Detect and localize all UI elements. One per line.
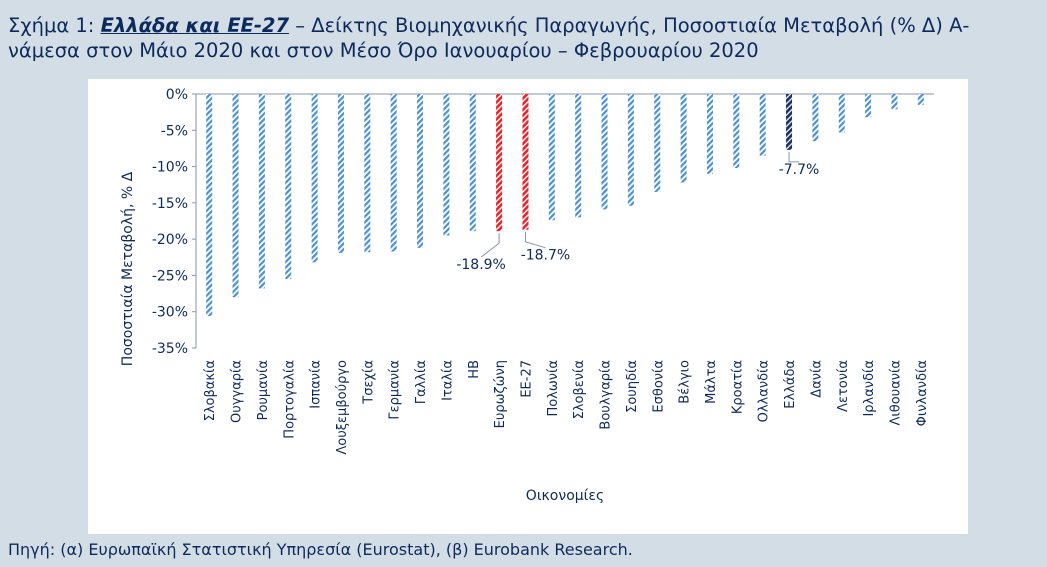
x-tick-label: Σουηδία xyxy=(625,360,640,413)
bar xyxy=(627,94,634,206)
y-tick-label: -5% xyxy=(161,123,188,139)
bar xyxy=(654,94,661,192)
bar xyxy=(917,94,924,105)
annotation-leader xyxy=(788,151,800,163)
bar xyxy=(522,94,529,230)
chart-panel: 0% -5% -10% -15% -20% -25% -30% -35% Σλοβακία Ου… xyxy=(88,79,968,534)
bar xyxy=(733,94,740,169)
x-tick-label: Γερμανία xyxy=(388,360,403,420)
x-tick-label: Λετονία xyxy=(836,360,851,412)
x-tick-label: Ελλάδα xyxy=(783,360,798,409)
x-tick-label: Λουξεμβούργο xyxy=(335,360,350,455)
x-tick-label: Ιταλία xyxy=(440,360,455,401)
bar-chart: 0% -5% -10% -15% -20% -25% -30% -35% Σλοβακία Ου… xyxy=(120,87,934,504)
annotation-leader xyxy=(480,233,500,258)
x-tick-label: Πολωνία xyxy=(546,360,561,417)
bar xyxy=(417,94,424,248)
y-tick-label: 0% xyxy=(166,87,188,103)
bar xyxy=(469,94,476,232)
bar xyxy=(680,94,687,183)
bar xyxy=(258,94,265,289)
x-axis-label: Οικονομίες xyxy=(526,488,604,504)
bar xyxy=(812,94,819,142)
x-tick-label: Δανία xyxy=(809,360,824,398)
bar xyxy=(891,94,898,110)
bar xyxy=(865,94,872,118)
x-tick-label: Ρουμανία xyxy=(256,360,271,420)
bar xyxy=(706,94,713,174)
x-tick-label: ΕΕ-27 xyxy=(519,360,534,398)
x-tick-label: Κροατία xyxy=(730,360,745,414)
x-tick-label: Ολλανδία xyxy=(757,360,772,422)
bar xyxy=(575,94,582,218)
title-prefix: Σχήμα 1: xyxy=(8,14,101,37)
x-tick-label: Γαλλία xyxy=(414,360,429,404)
x-tick-label: Φινλανδία xyxy=(915,360,930,426)
y-tick-label: -20% xyxy=(152,232,188,248)
bar xyxy=(496,94,503,232)
chart-title: Σχήμα 1: Ελλάδα και ΕΕ-27 – Δείκτης Βιομ… xyxy=(8,13,1038,63)
bar xyxy=(601,94,608,210)
bar xyxy=(232,94,239,298)
x-tick-label: Τσεχία xyxy=(361,360,376,405)
annotation-leader xyxy=(524,231,546,249)
bar xyxy=(311,94,318,263)
title-rest: – Δείκτης Βιομηχανικής Παραγωγής, Ποσοστ… xyxy=(8,14,970,62)
bar xyxy=(364,94,371,253)
title-highlight: Ελλάδα και ΕΕ-27 xyxy=(100,14,290,37)
x-tick-label: Βέλγιο xyxy=(678,360,693,404)
x-tick-label: ΗΒ xyxy=(467,360,482,379)
x-tick-label: Σλοβακία xyxy=(203,360,218,421)
x-tick-label: Μάλτα xyxy=(704,360,719,404)
y-tick-label: -10% xyxy=(152,160,188,176)
x-tick-label: Ισπανία xyxy=(309,360,324,409)
x-tick-label: Ευρωζώνη xyxy=(493,360,508,428)
y-tick-label: -25% xyxy=(152,268,188,284)
bar xyxy=(759,94,766,156)
bar xyxy=(548,94,555,221)
data-label: -18.7% xyxy=(521,248,571,264)
data-label: -18.9% xyxy=(456,257,506,273)
bar xyxy=(443,94,450,236)
y-tick-label: -15% xyxy=(152,196,188,212)
bar xyxy=(337,94,344,253)
bar xyxy=(390,94,397,252)
y-tick-label: -30% xyxy=(152,305,188,321)
bar xyxy=(285,94,292,280)
y-axis-label: Ποσοστιαία Μεταβολή, % Δ xyxy=(120,171,136,366)
bar xyxy=(206,94,213,317)
y-tick-label: -35% xyxy=(152,341,188,357)
x-tick-label: Πορτογαλία xyxy=(282,360,297,439)
source-note: Πηγή: (α) Ευρωπαϊκή Στατιστική Υπηρεσία … xyxy=(8,540,633,559)
x-tick-label: Σλοβενία xyxy=(572,360,587,419)
bar xyxy=(838,94,845,133)
x-tick-label: Βουλγαρία xyxy=(599,360,614,430)
data-label: -7.7% xyxy=(779,162,820,178)
x-tick-label: Ουγγαρία xyxy=(230,360,245,423)
x-tick-label: Λιθουανία xyxy=(888,360,903,426)
bar xyxy=(786,94,793,150)
x-tick-label: Εσθονία xyxy=(651,360,666,413)
x-tick-label: Ιρλανδία xyxy=(862,360,877,417)
